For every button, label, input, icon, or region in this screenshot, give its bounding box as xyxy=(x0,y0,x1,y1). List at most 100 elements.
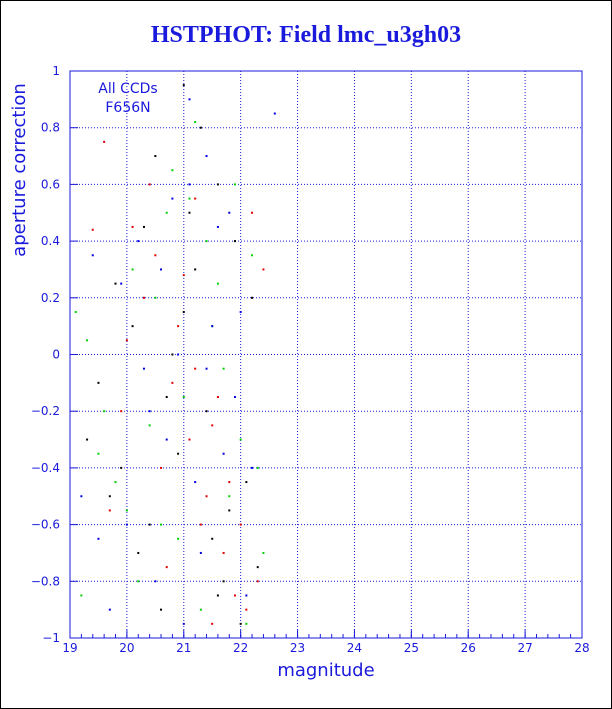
data-point-green xyxy=(216,282,219,285)
data-point-green xyxy=(194,121,197,124)
data-point-black xyxy=(97,381,100,384)
data-point-black xyxy=(199,126,202,129)
data-point-blue xyxy=(245,594,248,597)
data-point-blue xyxy=(80,495,83,498)
data-point-black xyxy=(211,537,214,540)
data-point-blue xyxy=(216,225,219,228)
y-tick-label: 0.4 xyxy=(41,234,60,248)
data-point-red xyxy=(108,509,111,512)
data-point-red xyxy=(251,211,254,214)
data-point-blue xyxy=(142,367,145,370)
data-point-green xyxy=(131,268,134,271)
data-point-red xyxy=(188,438,191,441)
data-point-green xyxy=(80,594,83,597)
data-point-black xyxy=(114,282,117,285)
data-point-green xyxy=(177,537,180,540)
data-point-blue xyxy=(177,353,180,356)
data-point-black xyxy=(137,551,140,554)
data-point-blue xyxy=(171,197,174,200)
data-point-blue xyxy=(228,211,231,214)
data-point-red xyxy=(154,254,157,257)
data-point-red xyxy=(165,566,168,569)
data-point-green xyxy=(233,183,236,186)
chart-title: HSTPHOT: Field lmc_u3gh03 xyxy=(150,22,462,48)
data-point-blue xyxy=(188,98,191,101)
data-point-black xyxy=(86,438,89,441)
data-point-red xyxy=(160,466,163,469)
data-point-blue xyxy=(205,367,208,370)
data-point-black xyxy=(251,296,254,299)
data-point-red xyxy=(233,594,236,597)
data-point-black xyxy=(245,481,248,484)
data-point-black xyxy=(182,310,185,313)
data-point-black xyxy=(177,452,180,455)
data-point-black xyxy=(120,466,123,469)
data-point-black xyxy=(256,566,259,569)
data-point-red xyxy=(211,424,214,427)
y-tick-label: 0.2 xyxy=(41,291,60,305)
annotation-ccds: All CCDs xyxy=(98,81,157,97)
data-point-green xyxy=(205,240,208,243)
data-point-black xyxy=(131,325,134,328)
y-tick-label: 0 xyxy=(52,348,60,362)
data-point-blue xyxy=(222,452,225,455)
data-point-green xyxy=(239,438,242,441)
grid xyxy=(70,71,582,638)
data-point-red xyxy=(177,325,180,328)
y-axis-title: aperture correction xyxy=(9,83,30,257)
data-point-black xyxy=(108,495,111,498)
x-tick-label: 21 xyxy=(176,641,191,655)
data-point-red xyxy=(194,197,197,200)
axis-ticks xyxy=(69,70,583,639)
data-point-green xyxy=(137,580,140,583)
x-tick-label: 25 xyxy=(404,641,419,655)
data-point-black xyxy=(148,523,151,526)
data-point-blue xyxy=(148,410,151,413)
x-tick-label: 26 xyxy=(461,641,476,655)
y-tick-label: −0.2 xyxy=(31,404,60,418)
data-point-black xyxy=(165,396,168,399)
data-point-green xyxy=(222,367,225,370)
data-point-blue xyxy=(137,240,140,243)
data-point-blue xyxy=(120,282,123,285)
data-points xyxy=(74,84,276,625)
y-tick-label: 0.6 xyxy=(41,177,60,191)
data-point-green xyxy=(199,608,202,611)
y-tick-label: −0.6 xyxy=(31,518,60,532)
data-point-red xyxy=(171,381,174,384)
data-point-blue xyxy=(165,438,168,441)
y-tick-label: −1 xyxy=(42,631,60,645)
data-point-black xyxy=(142,225,145,228)
data-point-green xyxy=(125,509,128,512)
data-point-blue xyxy=(91,254,94,257)
data-point-green xyxy=(148,424,151,427)
x-tick-label: 20 xyxy=(119,641,134,655)
data-point-green xyxy=(256,466,259,469)
data-point-red xyxy=(120,410,123,413)
data-point-red xyxy=(222,551,225,554)
data-point-green xyxy=(114,481,117,484)
data-point-blue xyxy=(188,183,191,186)
data-point-red xyxy=(182,274,185,277)
data-point-red xyxy=(125,339,128,342)
x-axis-title: magnitude xyxy=(277,660,374,681)
data-point-red xyxy=(148,183,151,186)
data-point-blue xyxy=(211,325,214,328)
x-tick-label: 27 xyxy=(517,641,532,655)
data-point-blue xyxy=(182,622,185,625)
data-point-black xyxy=(188,211,191,214)
data-point-green xyxy=(228,495,231,498)
y-tick-label: −0.4 xyxy=(31,461,60,475)
data-point-blue xyxy=(239,310,242,313)
data-point-blue xyxy=(125,523,128,526)
data-point-black xyxy=(194,268,197,271)
data-point-green xyxy=(182,396,185,399)
data-point-red xyxy=(216,396,219,399)
data-point-red xyxy=(199,523,202,526)
y-tick-label: −0.8 xyxy=(31,574,60,588)
data-point-blue xyxy=(97,537,100,540)
data-point-black xyxy=(182,84,185,87)
data-point-black xyxy=(216,183,219,186)
data-point-black xyxy=(216,594,219,597)
data-point-red xyxy=(142,296,145,299)
